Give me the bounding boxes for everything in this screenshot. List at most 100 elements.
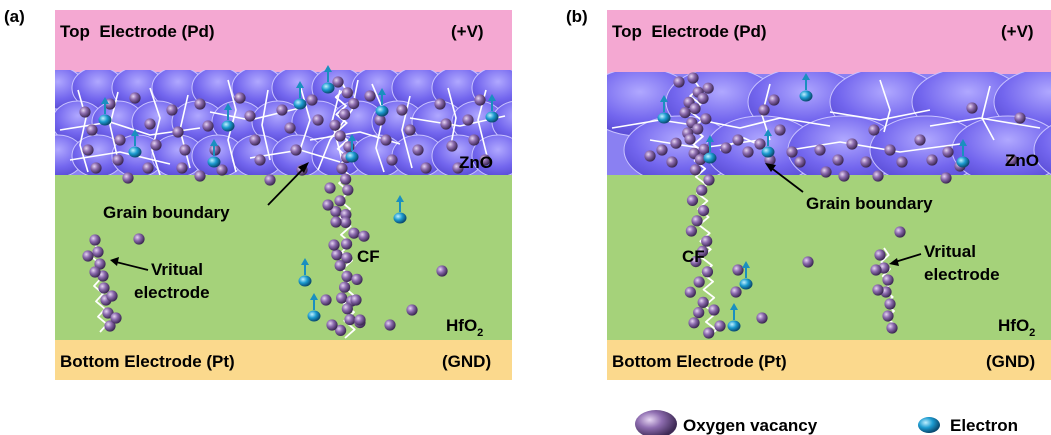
oxygen-vacancy <box>412 144 424 156</box>
oxygen-vacancy <box>708 304 720 316</box>
oxygen-vacancy <box>348 98 360 110</box>
electron-arrowhead <box>730 303 738 310</box>
oxygen-vacancy <box>703 174 715 186</box>
oxygen-vacancy <box>720 142 732 154</box>
grain-boundary-label: Grain boundary <box>806 194 933 213</box>
oxygen-vacancy <box>194 170 206 182</box>
oxygen-vacancy <box>320 294 332 306</box>
oxygen-vacancy <box>110 312 122 324</box>
oxygen-vacancy <box>679 107 691 119</box>
oxygen-vacancy <box>341 303 353 315</box>
vritual-arrow <box>115 261 149 271</box>
top-electrode-layer <box>607 10 1051 74</box>
oxygen-vacancy <box>338 108 351 120</box>
oxygen-vacancy <box>82 250 94 262</box>
electron-arrowhead <box>488 94 496 101</box>
boundary-line <box>829 109 931 121</box>
oxygen-vacancy <box>1014 112 1026 124</box>
oxygen-vacancy <box>89 266 101 278</box>
electron-arrowhead <box>802 73 810 80</box>
oxygen-vacancy <box>144 118 156 130</box>
oxygen-vacancy <box>264 174 276 186</box>
oxygen-vacancy <box>166 104 178 116</box>
oxygen-vacancy <box>697 205 710 217</box>
oxygen-vacancy <box>330 206 342 218</box>
electron <box>727 320 741 332</box>
oxygen-vacancy <box>290 144 302 156</box>
oxygen-vacancy <box>338 281 351 293</box>
boundary-line <box>929 117 1041 129</box>
oxygen-vacancy <box>872 284 884 296</box>
oxygen-vacancy <box>942 146 954 158</box>
grain-boundary-label: Grain boundary <box>103 203 230 222</box>
electron <box>128 146 142 158</box>
oxygen-vacancy <box>670 137 682 149</box>
oxygen-vacancy <box>666 156 678 168</box>
electron-arrowhead <box>348 134 356 141</box>
electron <box>956 156 970 168</box>
panel-a: (a) Top Electrode (Pd) (+V) Bottom Elect… <box>4 7 512 380</box>
electron <box>375 105 389 117</box>
vritual-label-line1: Vritual <box>924 242 976 261</box>
bottom-voltage-label: (GND) <box>442 352 491 371</box>
electron-arrowhead <box>310 293 318 300</box>
oxygen-vacancy <box>914 134 926 146</box>
zno-label: ZnO <box>459 153 493 172</box>
oxygen-vacancy <box>693 276 705 288</box>
oxygen-vacancy <box>336 292 348 304</box>
oxygen-vacancy <box>768 94 780 106</box>
oxygen-vacancy <box>404 124 416 136</box>
oxygen-vacancy <box>692 123 704 135</box>
oxygen-vacancy <box>684 286 696 298</box>
oxygen-vacancy <box>702 82 714 94</box>
oxygen-vacancy <box>474 94 486 106</box>
oxygen-vacancy-legend-label: Oxygen vacancy <box>683 416 818 435</box>
zno-label: ZnO <box>1005 151 1039 170</box>
oxygen-vacancy <box>142 162 154 174</box>
boundary-line <box>689 79 718 339</box>
bottom-electrode-label: Bottom Electrode (Pt) <box>60 352 235 371</box>
electron-arrowhead <box>101 97 109 104</box>
legend: Oxygen vacancy Electron <box>635 410 1018 435</box>
oxygen-vacancy <box>334 195 346 207</box>
oxygen-vacancy <box>714 320 726 332</box>
oxygen-vacancy <box>324 182 336 194</box>
oxygen-vacancy <box>82 144 94 156</box>
oxygen-vacancy <box>688 317 700 329</box>
oxygen-vacancy <box>687 72 699 84</box>
oxygen-vacancy <box>150 139 162 151</box>
oxygen-vacancy <box>689 164 701 176</box>
oxygen-vacancy <box>468 134 480 146</box>
oxygen-vacancy <box>440 118 452 130</box>
oxygen-vacancy <box>322 199 334 211</box>
oxygen-vacancy <box>406 304 418 316</box>
oxygen-vacancy <box>420 162 432 174</box>
boundary-line <box>371 83 385 173</box>
oxygen-vacancy <box>341 252 353 264</box>
vritual-label-line2: electrode <box>924 265 1000 284</box>
boundary-line <box>69 151 171 165</box>
vritual-label-line2: electrode <box>134 283 210 302</box>
bottom-electrode-layer <box>607 340 1051 380</box>
oxygen-vacancy <box>685 225 697 237</box>
oxygen-vacancy <box>172 126 184 138</box>
oxygen-vacancy <box>129 92 141 104</box>
oxygen-vacancy <box>350 294 362 306</box>
oxygen-vacancy <box>732 264 744 276</box>
electron <box>207 156 221 168</box>
oxygen-vacancy <box>696 245 709 257</box>
electron-arrowhead <box>706 135 714 142</box>
oxygen-vacancy <box>756 312 768 324</box>
electrons <box>657 73 970 332</box>
vritual-arrowhead <box>110 257 119 266</box>
vritual-arrowhead <box>889 258 899 266</box>
oxygen-vacancy <box>434 98 446 110</box>
oxygen-vacancy <box>334 260 346 272</box>
oxygen-vacancy <box>689 103 701 115</box>
cf-label: CF <box>357 247 380 266</box>
oxygen-vacancy <box>89 234 101 246</box>
grain-boundary-lines <box>59 79 506 175</box>
oxygen-vacancy <box>326 319 338 331</box>
oxygen-vacancy <box>380 134 392 146</box>
oxygen-vacancy <box>340 209 352 221</box>
